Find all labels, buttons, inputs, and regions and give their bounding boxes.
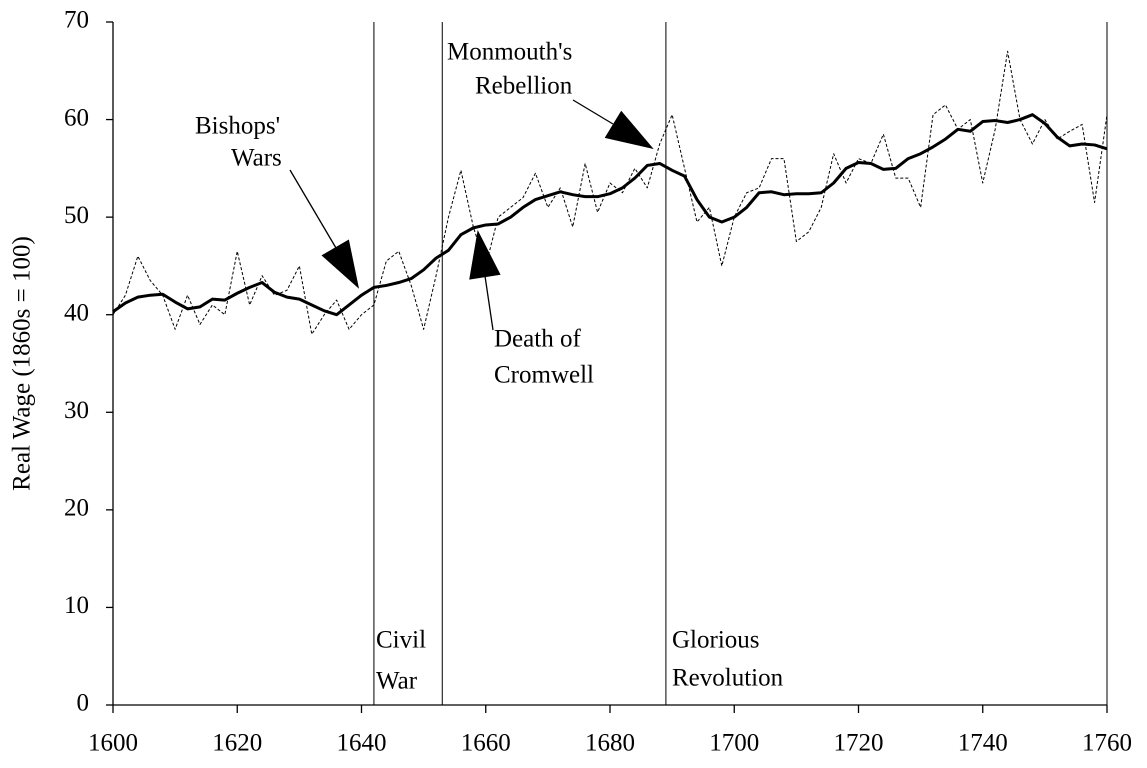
- arrow: [289, 169, 337, 249]
- x-tick-label: 1600: [88, 730, 138, 757]
- y-tick-label: 40: [64, 299, 89, 326]
- annotation: Civil: [376, 627, 426, 654]
- annotation: Monmouth's: [447, 39, 572, 66]
- arrow-head: [321, 239, 360, 289]
- x-tick-label: 1700: [709, 730, 759, 757]
- annotation: Death of: [494, 326, 581, 353]
- y-tick-label: 10: [64, 592, 89, 619]
- y-tick-label: 0: [77, 690, 90, 717]
- x-tick-label: 1640: [337, 730, 387, 757]
- annotation: Wars: [231, 145, 282, 172]
- y-tick-label: 50: [64, 202, 89, 229]
- arrow-head: [469, 229, 501, 280]
- y-tick-label: 30: [64, 397, 89, 424]
- y-tick-label: 20: [64, 495, 89, 522]
- arrow-head: [604, 110, 654, 150]
- x-tick-label: 1720: [834, 730, 884, 757]
- annotation: Rebellion: [475, 73, 573, 100]
- y-tick-label: 70: [64, 7, 89, 34]
- x-tick-label: 1620: [212, 730, 262, 757]
- y-axis-label: Real Wage (1860s = 100): [9, 236, 36, 491]
- arrow: [572, 99, 614, 125]
- x-tick-label: 1740: [958, 730, 1008, 757]
- annotation: Glorious: [672, 627, 760, 654]
- x-tick-label: 1660: [461, 730, 511, 757]
- x-tick-label: 1680: [585, 730, 635, 757]
- annotation: War: [376, 668, 418, 695]
- arrows: [289, 99, 654, 331]
- arrow: [484, 275, 494, 331]
- annotation: Cromwell: [494, 362, 594, 389]
- series-line: [112, 50, 1108, 335]
- annotation: Bishops': [195, 113, 280, 140]
- x-tick-label: 1760: [1082, 730, 1132, 757]
- series-line: [112, 113, 1108, 317]
- annotation: Revolution: [672, 665, 784, 692]
- y-tick-label: 60: [64, 104, 89, 131]
